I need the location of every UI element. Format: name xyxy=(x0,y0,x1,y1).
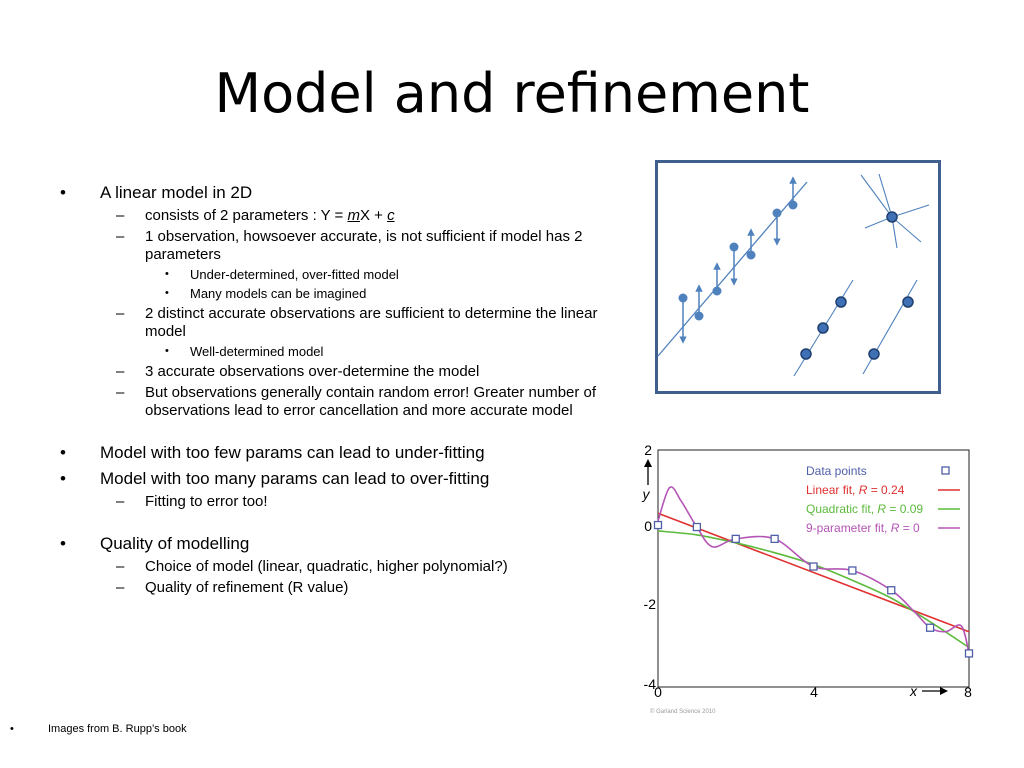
observation-point xyxy=(729,242,739,252)
sub-bullet-text: consists of 2 parameters : Y = xyxy=(145,207,348,224)
y-axis-label: y xyxy=(642,486,651,502)
param-m: m xyxy=(347,207,360,224)
data-point-marker xyxy=(770,534,779,544)
sub-bullet-item: – Quality of refinement (R value) xyxy=(116,579,349,596)
data-point-marker xyxy=(653,520,663,530)
sub-bullet-text: Choice of model (linear, quadratic, high… xyxy=(145,558,508,575)
observation-point xyxy=(712,286,722,296)
sub-bullet-text: 1 observation, howsoever accurate, is no… xyxy=(145,228,583,263)
y-tick-label: -2 xyxy=(644,596,657,612)
observation-point xyxy=(772,208,782,218)
linear-fit-line xyxy=(657,512,970,633)
copyright-text: © Garland Science 2010 xyxy=(650,708,716,715)
sub-sub-bullet-text: Many models can be imagined xyxy=(190,286,367,301)
sub-bullet-text: 3 accurate observations over-determine t… xyxy=(145,363,480,380)
sub-bullet-text: X + xyxy=(359,207,388,224)
legend-linear: Linear fit, R = 0.24 xyxy=(806,483,905,497)
slide-title: Model and refinement xyxy=(214,62,810,125)
diagram-frame xyxy=(655,160,941,394)
sub-bullet-item: – consists of 2 parameters : Y = mX + c xyxy=(116,207,395,224)
sub-bullet-item: – Choice of model (linear, quadratic, hig… xyxy=(116,558,508,575)
single-observation-point xyxy=(886,211,898,223)
fitting-chart: 2 0 -2 -4 0 4 8 y x Data points Linear f… xyxy=(642,442,974,715)
data-point-marker xyxy=(925,623,935,632)
observation-point xyxy=(835,296,847,308)
sub-sub-bullet-text: Under-determined, over-fitted model xyxy=(190,267,399,282)
sub-sub-bullet-item: • Well-determined model xyxy=(165,344,324,359)
bullet-item: • Model with too many params can lead to … xyxy=(60,469,490,488)
x-axis-label: x xyxy=(909,683,918,699)
candidate-line xyxy=(860,174,893,218)
sub-sub-bullet-item: • Many models can be imagined xyxy=(165,286,367,301)
param-c: c xyxy=(387,207,395,224)
bullet-text: Model with too few params can lead to un… xyxy=(100,443,485,462)
data-point-marker xyxy=(809,562,818,571)
observation-point xyxy=(788,200,798,210)
observation-point xyxy=(868,348,880,360)
observation-point xyxy=(800,348,812,360)
x-tick-label: 8 xyxy=(964,684,972,700)
sub-bullet-text: But observations generally contain rando… xyxy=(145,384,597,419)
observation-point xyxy=(902,296,914,308)
bullet-item: • A linear model in 2D xyxy=(60,183,253,202)
sub-bullet-item: –3 accurate observations over-determine … xyxy=(116,363,480,380)
legend-data-points: Data points xyxy=(806,464,867,478)
y-axis-arrowhead xyxy=(644,459,652,467)
sub-bullet-item: –2 distinct accurate observations are su… xyxy=(116,305,598,340)
linear-model-diagram xyxy=(655,160,941,394)
y-tick-label: -4 xyxy=(644,676,657,692)
observation-point xyxy=(817,322,829,334)
bullet-list: • A linear model in 2D – consists of 2 par… xyxy=(60,182,600,597)
sub-bullet-item: –1 observation, howsoever accurate, is n… xyxy=(116,228,583,263)
candidate-line xyxy=(878,173,893,218)
x-axis-arrowhead xyxy=(940,687,948,695)
data-point-marker xyxy=(887,586,896,595)
bullet-text: Model with too many params can lead to o… xyxy=(100,469,490,488)
sub-bullet-item: – But observations generally contain rand… xyxy=(116,384,597,419)
data-point-marker xyxy=(964,649,974,658)
sub-bullet-item: – Fitting to error too! xyxy=(116,493,268,510)
bullet-text: Quality of modelling xyxy=(100,534,250,553)
legend-data-marker xyxy=(941,466,950,475)
legend: Data points Linear fit, R = 0.24 Quadrat… xyxy=(806,464,960,535)
sub-bullet-text: Quality of refinement (R value) xyxy=(145,579,349,596)
bullet-text: A linear model in 2D xyxy=(100,183,253,202)
y-tick-label: 0 xyxy=(644,518,652,534)
y-tick-label: 2 xyxy=(644,442,652,458)
bullet-item: • Model with too few params can lead to u… xyxy=(60,443,485,462)
candidate-line xyxy=(891,204,930,218)
x-tick-label: 0 xyxy=(654,684,662,700)
legend-nine-param: 9-parameter fit, R = 0 xyxy=(806,521,920,535)
legend-quadratic: Quadratic fit, R = 0.09 xyxy=(806,502,923,516)
bullet-item: • Quality of modelling xyxy=(60,534,250,553)
data-point-marker xyxy=(692,522,702,532)
series-layer xyxy=(653,486,974,658)
sub-bullet-text: 2 distinct accurate observations are suf… xyxy=(145,305,598,340)
data-point-marker xyxy=(731,534,740,544)
observation-point xyxy=(678,293,688,303)
footnote-text: Images from B. Rupp’s book xyxy=(48,723,187,735)
observation-point xyxy=(694,311,704,321)
sub-sub-bullet-text: Well-determined model xyxy=(190,344,324,359)
sub-bullet-text: Fitting to error too! xyxy=(145,493,268,510)
data-point-marker xyxy=(848,566,857,575)
sub-sub-bullet-item: • Under-determined, over-fitted model xyxy=(165,267,399,282)
x-tick-label: 4 xyxy=(810,684,818,700)
candidate-line xyxy=(891,216,922,243)
observation-point xyxy=(746,250,756,260)
